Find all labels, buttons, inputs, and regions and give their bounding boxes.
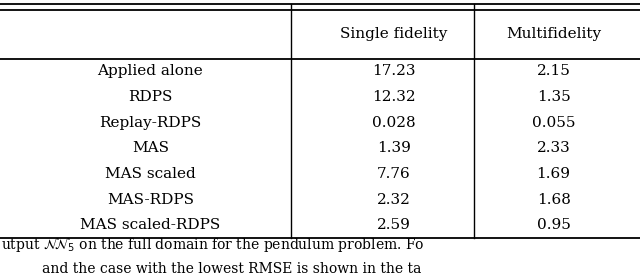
Text: MAS scaled-RDPS: MAS scaled-RDPS [80, 218, 221, 232]
Text: MAS-RDPS: MAS-RDPS [107, 193, 194, 207]
Text: 0.055: 0.055 [532, 116, 575, 130]
Text: 2.32: 2.32 [377, 193, 410, 207]
Text: utput $\mathcal{N}\!\mathcal{N}_5$ on the full domain for the pendulum problem. : utput $\mathcal{N}\!\mathcal{N}_5$ on th… [1, 235, 425, 254]
Text: Applied alone: Applied alone [97, 64, 204, 78]
Text: 7.76: 7.76 [377, 167, 410, 181]
Text: 0.028: 0.028 [372, 116, 415, 130]
Text: 12.32: 12.32 [372, 90, 415, 104]
Text: 2.59: 2.59 [377, 218, 410, 232]
Text: 17.23: 17.23 [372, 64, 415, 78]
Text: 2.33: 2.33 [537, 141, 570, 155]
Text: RDPS: RDPS [128, 90, 173, 104]
Text: Multifidelity: Multifidelity [506, 27, 601, 41]
Text: 1.69: 1.69 [536, 167, 571, 181]
Text: Single fidelity: Single fidelity [340, 27, 447, 41]
Text: Replay-RDPS: Replay-RDPS [99, 116, 202, 130]
Text: and the case with the lowest RMSE is shown in the ta: and the case with the lowest RMSE is sho… [42, 262, 421, 276]
Text: MAS: MAS [132, 141, 169, 155]
Text: 0.95: 0.95 [537, 218, 570, 232]
Text: MAS scaled: MAS scaled [105, 167, 196, 181]
Text: 1.68: 1.68 [537, 193, 570, 207]
Text: 1.39: 1.39 [377, 141, 410, 155]
Text: 1.35: 1.35 [537, 90, 570, 104]
Text: 2.15: 2.15 [537, 64, 570, 78]
